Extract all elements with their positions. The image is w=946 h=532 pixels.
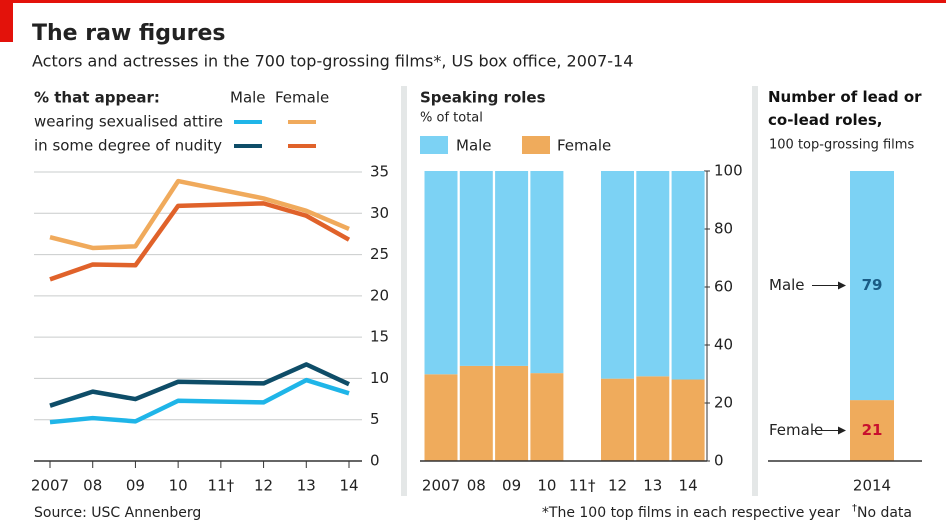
bar-segment xyxy=(495,365,529,461)
y-tick-label: 0 xyxy=(370,452,380,470)
subtitle: Actors and actresses in the 700 top-gros… xyxy=(32,52,633,71)
x-tick-label: 14 xyxy=(679,477,698,495)
y-tick-label: 25 xyxy=(370,245,389,263)
x-tick-label: 11† xyxy=(208,477,235,495)
x-tick-label: 09 xyxy=(502,477,521,495)
no-data: No data xyxy=(857,505,912,521)
footnote: *The 100 top films in each respective ye… xyxy=(542,505,840,521)
y-tick-label: 60 xyxy=(714,278,733,296)
bar-segment xyxy=(530,373,564,461)
x-tick-label: 10 xyxy=(169,477,188,495)
pointer-head xyxy=(838,281,846,290)
y-tick-label: 80 xyxy=(714,220,733,238)
title-box: Number of lead or co-lead roles, 2014 xyxy=(768,88,922,136)
x-tick-label: 08 xyxy=(467,477,486,495)
y-tick-label: 20 xyxy=(370,286,389,304)
bar-segment xyxy=(671,171,705,380)
series-label: Male xyxy=(769,276,805,294)
series-line xyxy=(49,377,350,425)
y-tick-label: 5 xyxy=(370,410,380,428)
y-tick-label: 0 xyxy=(714,452,724,470)
legend-label: Female xyxy=(557,137,611,155)
footnote: †No data xyxy=(852,503,912,521)
bar-segment xyxy=(530,171,564,374)
bar-segment xyxy=(671,379,705,461)
panel-title: Number of lead or co-lead roles, 2014 xyxy=(768,88,922,136)
dagger: † xyxy=(852,503,857,514)
separator xyxy=(752,86,758,496)
panel-title: Speaking roles xyxy=(420,89,546,107)
series-line xyxy=(49,362,350,408)
y-tick-label: 100 xyxy=(714,162,743,180)
panel-title: % that appear: xyxy=(34,89,160,107)
legend-swatch xyxy=(522,136,550,154)
value-label: 79 xyxy=(862,276,883,294)
red-tab xyxy=(0,0,13,42)
x-tick-label: 2007 xyxy=(422,477,460,495)
bar-segment xyxy=(459,171,493,366)
x-tick-label: 13 xyxy=(643,477,662,495)
x-tick-label: 11† xyxy=(569,477,596,495)
x-tick-label: 08 xyxy=(83,477,102,495)
y-tick-label: 35 xyxy=(370,163,389,181)
value-label: 21 xyxy=(862,421,883,439)
bar-segment xyxy=(601,171,634,379)
source: Source: USC Annenberg xyxy=(34,505,201,521)
y-tick-label: 15 xyxy=(370,328,389,346)
legend-label: Male xyxy=(456,137,492,155)
legend-header: Female xyxy=(275,89,329,107)
bar-segment xyxy=(424,374,458,461)
bar-segment xyxy=(850,400,894,461)
legend-swatch xyxy=(420,136,448,154)
bar-segment xyxy=(850,171,894,401)
x-tick-label: 2014 xyxy=(853,477,891,495)
bar-segment xyxy=(636,171,670,377)
bar-segment xyxy=(601,378,634,461)
y-tick-label: 40 xyxy=(714,336,733,354)
panel-subtitle: 100 top-grossing films xyxy=(769,138,914,153)
y-tick-label: 10 xyxy=(370,369,389,387)
y-tick-label: 20 xyxy=(714,394,733,412)
x-tick-label: 2007 xyxy=(31,477,69,495)
x-tick-label: 12 xyxy=(608,477,627,495)
legend-header: Male xyxy=(230,89,266,107)
x-tick-label: 12 xyxy=(254,477,273,495)
bar-segment xyxy=(459,365,493,461)
x-tick-label: 14 xyxy=(339,477,358,495)
x-tick-label: 09 xyxy=(126,477,145,495)
x-tick-label: 13 xyxy=(297,477,316,495)
bar-segment xyxy=(495,171,529,366)
x-tick-label: 10 xyxy=(537,477,556,495)
series-line xyxy=(49,178,350,251)
series-label: Female xyxy=(769,421,823,439)
bar-segment xyxy=(424,171,458,375)
separator xyxy=(401,86,407,496)
legend-label: wearing sexualised attire xyxy=(34,113,223,131)
legend-label: in some degree of nudity xyxy=(34,137,222,155)
panel-subtitle: % of total xyxy=(420,111,483,126)
bar-segment xyxy=(636,376,670,461)
series-line xyxy=(49,201,351,282)
y-tick-label: 30 xyxy=(370,204,389,222)
pointer-head xyxy=(838,426,846,435)
top-rule xyxy=(0,0,946,3)
title: The raw figures xyxy=(32,21,226,46)
